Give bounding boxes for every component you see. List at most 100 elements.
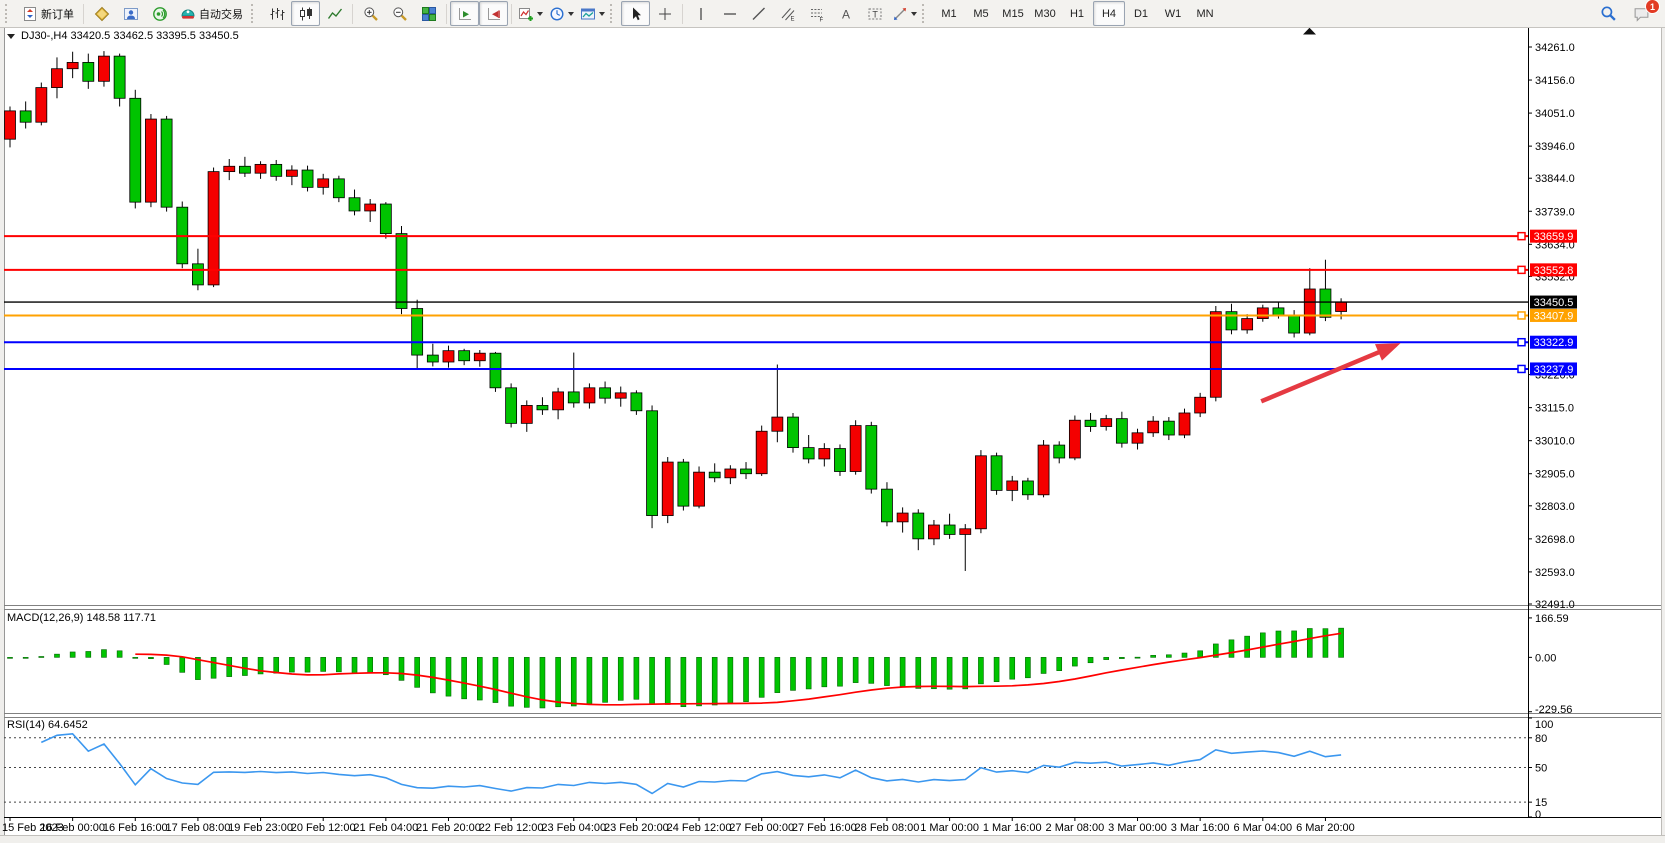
svg-text:80: 80 [1535, 733, 1547, 745]
rsi-line [40, 732, 1342, 795]
new-order-button[interactable]: 新订单 [16, 1, 80, 26]
svg-text:F: F [819, 17, 823, 22]
chart-bars-button[interactable] [262, 1, 291, 26]
toolbar-drag-handle [610, 4, 617, 23]
periods-button[interactable] [546, 1, 577, 26]
toolbar-drag-handle [5, 4, 12, 23]
svg-text:3 Mar 16:00: 3 Mar 16:00 [1171, 822, 1230, 834]
svg-text:33844.0: 33844.0 [1535, 173, 1575, 185]
svg-text:34261.0: 34261.0 [1535, 42, 1575, 54]
svg-text:0: 0 [1535, 809, 1541, 821]
chart-shift-button[interactable] [479, 1, 508, 26]
svg-text:23 Feb 04:00: 23 Feb 04:00 [541, 822, 606, 834]
crosshair-button[interactable] [650, 1, 679, 26]
indicators-button[interactable] [515, 1, 546, 26]
svg-text:1 Mar 00:00: 1 Mar 00:00 [920, 822, 979, 834]
hline-button[interactable] [715, 1, 744, 26]
chevron-down-icon [911, 11, 917, 16]
svg-text:33115.0: 33115.0 [1535, 403, 1574, 415]
zoom-out-icon [392, 6, 407, 21]
zoom-out-button[interactable] [385, 1, 414, 26]
trendline-button[interactable] [744, 1, 773, 26]
timeframe-d1-button[interactable]: D1 [1133, 7, 1149, 20]
svg-text:21 Feb 04:00: 21 Feb 04:00 [353, 822, 418, 834]
svg-text:33450.5: 33450.5 [1534, 297, 1574, 309]
timeframe-m30-button[interactable]: M30 [1034, 7, 1056, 20]
chart-shift-marker[interactable] [1303, 27, 1316, 35]
templates-button[interactable] [577, 1, 608, 26]
svg-text:0.00: 0.00 [1535, 652, 1556, 664]
price-tag [1530, 362, 1577, 376]
autotrading-icon [181, 9, 195, 19]
toolbar-drag-handle [251, 4, 258, 23]
timeframe-m1-button[interactable]: M1 [941, 7, 957, 20]
timeframe-m5-button[interactable]: M5 [973, 7, 989, 20]
arrows-icon [894, 7, 906, 20]
svg-text:17 Feb 08:00: 17 Feb 08:00 [165, 822, 230, 834]
svg-text:15: 15 [1535, 797, 1547, 809]
cursor-button[interactable] [621, 1, 650, 26]
timeframe-mn-button[interactable]: MN [1196, 7, 1214, 20]
timeframe-w1-button[interactable]: W1 [1164, 7, 1182, 20]
tile-windows-button[interactable] [414, 1, 443, 26]
equidistant-channel-icon: E [781, 7, 794, 22]
periods-icon [550, 6, 564, 21]
svg-text:32905.0: 32905.0 [1535, 469, 1575, 481]
timeframe-m15-button[interactable]: M15 [1002, 7, 1024, 20]
auto-scroll-button[interactable] [450, 1, 479, 26]
svg-text:22 Feb 12:00: 22 Feb 12:00 [479, 822, 544, 834]
timeframe-h1-button[interactable]: H1 [1069, 7, 1085, 20]
svg-text:32593.0: 32593.0 [1535, 567, 1575, 579]
horizontal-line-icon [723, 12, 736, 15]
status-bar [0, 835, 1665, 843]
autotrade-label: 自动交易 [199, 8, 243, 21]
text-icon: A [842, 7, 850, 21]
fibonacci-button[interactable]: F [802, 1, 831, 26]
alerts-icon [152, 6, 167, 21]
svg-text:3 Mar 00:00: 3 Mar 00:00 [1108, 822, 1167, 834]
svg-text:33739.0: 33739.0 [1535, 206, 1575, 218]
svg-text:19 Feb 23:00: 19 Feb 23:00 [228, 822, 293, 834]
svg-text:27 Feb 00:00: 27 Feb 00:00 [729, 822, 794, 834]
arrows-button[interactable] [889, 1, 920, 26]
svg-text:1 Mar 16:00: 1 Mar 16:00 [983, 822, 1042, 834]
alerts-button[interactable] [145, 1, 174, 26]
svg-text:-229.56: -229.56 [1535, 704, 1572, 716]
search-button[interactable] [1594, 1, 1623, 26]
chart-shift-icon [487, 7, 500, 20]
chart-title: DJ30-,H4 33420.5 33462.5 33395.5 33450.5 [7, 30, 239, 42]
autotrade-button[interactable]: 自动交易 [174, 1, 249, 26]
search-icon [1601, 6, 1616, 21]
auto-scroll-icon [458, 7, 471, 20]
market-watch-button[interactable] [87, 1, 116, 26]
svg-text:34156.0: 34156.0 [1535, 75, 1575, 87]
text-button[interactable]: A [831, 1, 860, 26]
chart-candles-button[interactable] [291, 1, 320, 26]
svg-text:24 Feb 12:00: 24 Feb 12:00 [667, 822, 732, 834]
chevron-down-icon [537, 11, 543, 16]
chevron-down-icon [599, 11, 605, 16]
chart-line-button[interactable] [320, 1, 349, 26]
vline-button[interactable] [686, 1, 715, 26]
zoom-in-button[interactable] [356, 1, 385, 26]
notifications-button[interactable]: 1 [1627, 0, 1660, 26]
svg-text:20 Feb 12:00: 20 Feb 12:00 [291, 822, 356, 834]
annotation-arrow[interactable] [1260, 347, 1385, 404]
svg-text:33322.9: 33322.9 [1534, 337, 1574, 349]
market-watch-icon [94, 6, 109, 21]
svg-text:16 Feb 16:00: 16 Feb 16:00 [103, 822, 168, 834]
svg-text:33659.9: 33659.9 [1534, 231, 1574, 243]
timeframe-h4-button[interactable]: H4 [1093, 1, 1125, 26]
svg-text:27 Feb 16:00: 27 Feb 16:00 [792, 822, 857, 834]
data-window-button[interactable] [116, 1, 145, 26]
crosshair-icon [658, 7, 671, 20]
toolbar-separator [446, 3, 447, 24]
toolbar-separator [352, 3, 353, 24]
channel-button[interactable]: E [773, 1, 802, 26]
svg-text:32803.0: 32803.0 [1535, 501, 1575, 513]
price-tag [1530, 229, 1577, 243]
candlestick-chart-icon [299, 7, 312, 20]
text-label-button[interactable]: T [860, 1, 889, 26]
symbol-dropdown-icon[interactable] [7, 33, 15, 39]
